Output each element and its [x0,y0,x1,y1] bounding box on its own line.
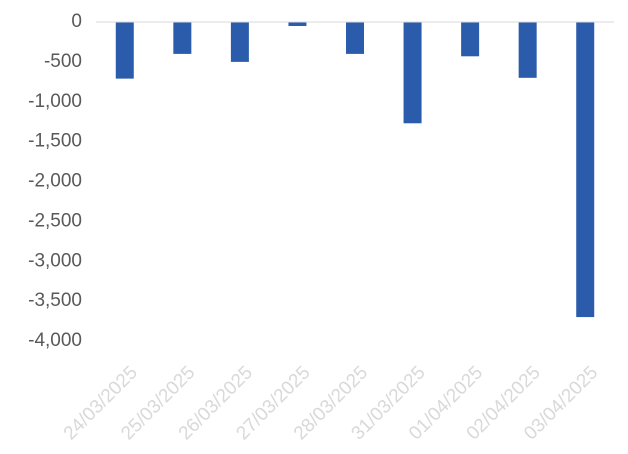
y-tick-label: 0 [71,11,82,32]
bar-01/04/2025 [461,22,480,57]
bars [115,22,595,318]
y-tick-label: -3,000 [28,250,82,271]
bar-31/03/2025 [403,22,422,124]
y-tick-label: -1,000 [28,91,82,112]
bar-25/03/2025 [173,22,192,54]
bar-27/03/2025 [288,22,307,26]
y-tick-label: -1,500 [28,131,82,152]
x-axis: 24/03/202525/03/202526/03/202527/03/2025… [60,362,603,444]
y-tick-label: -2,000 [28,171,82,192]
y-tick-label: -4,000 [28,330,82,351]
y-tick-label: -3,500 [28,290,82,311]
bar-26/03/2025 [230,22,249,62]
y-tick-label: -2,500 [28,210,82,231]
bar-02/04/2025 [518,22,537,78]
bar-24/03/2025 [115,22,134,79]
y-axis: 0 -500 -1,000 -1,500 -2,000 -2,500 -3,000 -3,50… [28,11,82,351]
y-tick-label: -500 [44,51,82,72]
bar-28/03/2025 [346,22,364,54]
bar-03/04/2025 [576,22,595,318]
